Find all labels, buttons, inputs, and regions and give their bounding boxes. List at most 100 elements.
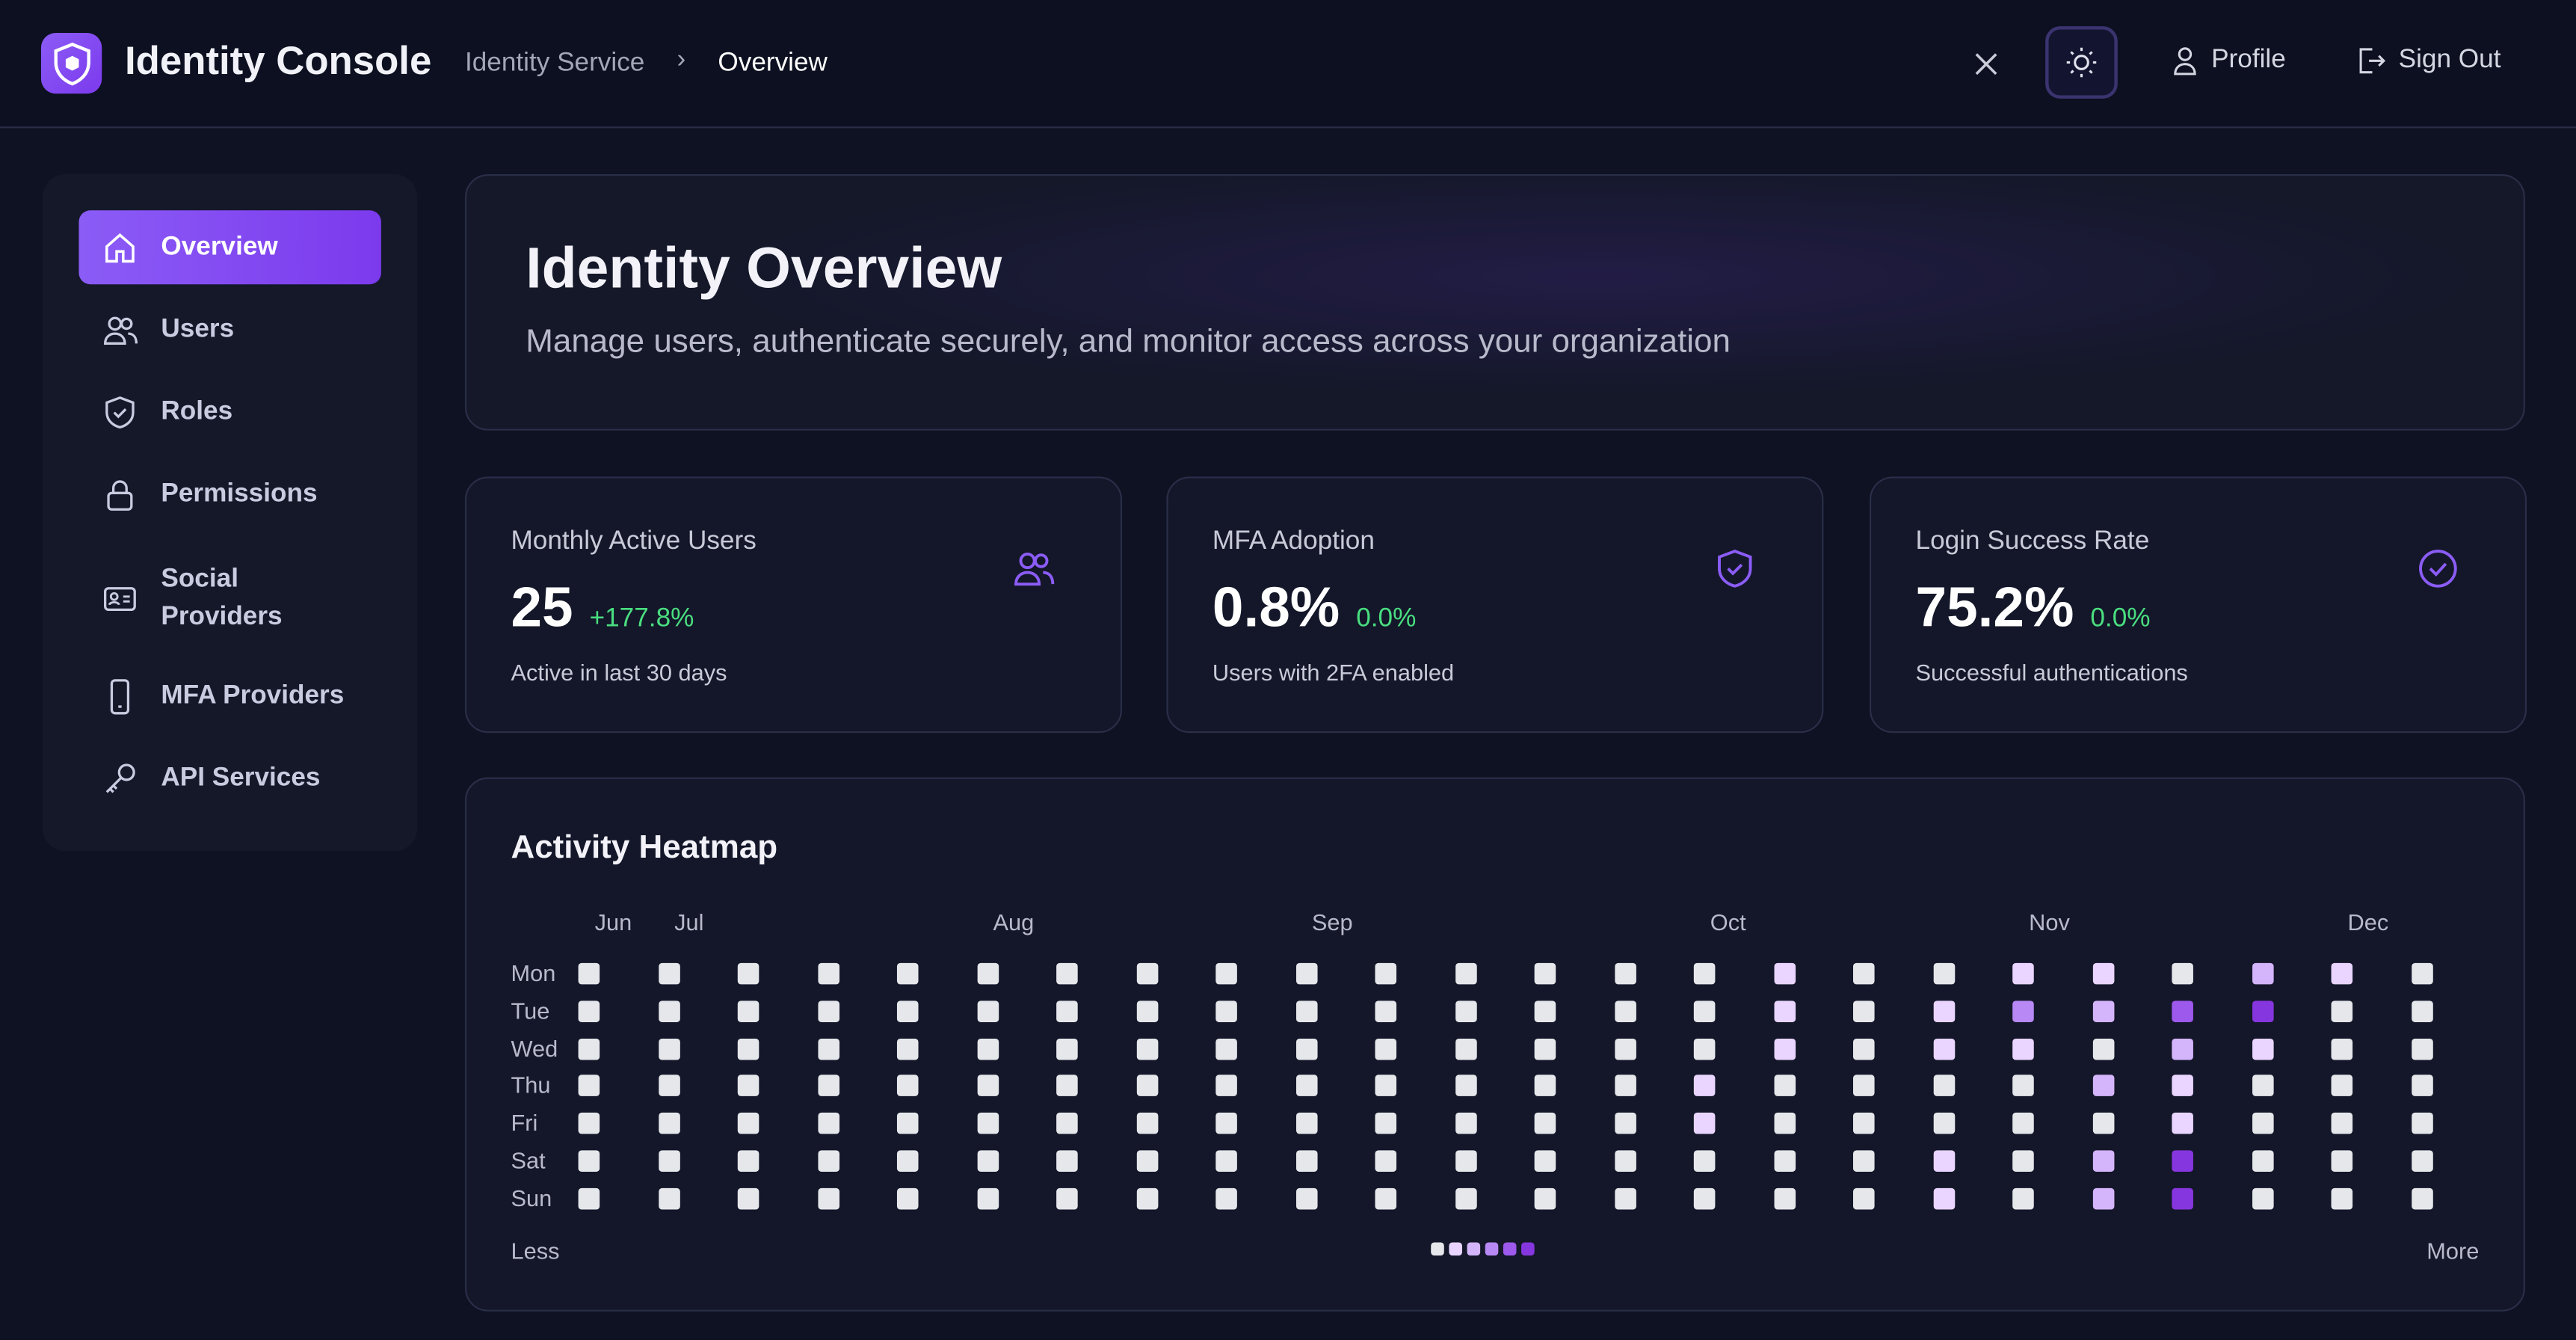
- heatmap-cell[interactable]: [2172, 1075, 2193, 1097]
- heatmap-cell[interactable]: [2172, 1150, 2193, 1172]
- heatmap-cell[interactable]: [737, 1150, 759, 1172]
- heatmap-cell[interactable]: [1614, 1038, 1636, 1060]
- heatmap-cell[interactable]: [2172, 1113, 2193, 1134]
- heatmap-cell[interactable]: [1215, 1000, 1237, 1022]
- heatmap-cell[interactable]: [896, 1000, 919, 1022]
- heatmap-cell[interactable]: [1136, 1187, 1158, 1210]
- heatmap-cell[interactable]: [2251, 1150, 2273, 1172]
- heatmap-cell[interactable]: [1693, 1000, 1716, 1022]
- heatmap-cell[interactable]: [1295, 1038, 1317, 1060]
- heatmap-cell[interactable]: [1295, 1150, 1317, 1172]
- heatmap-cell[interactable]: [976, 1038, 999, 1060]
- heatmap-cell[interactable]: [2251, 1187, 2273, 1210]
- heatmap-cell[interactable]: [1455, 1038, 1476, 1060]
- heatmap-cell[interactable]: [2411, 962, 2432, 985]
- heatmap-cell[interactable]: [817, 1038, 839, 1060]
- heatmap-cell[interactable]: [2411, 1038, 2432, 1060]
- heatmap-cell[interactable]: [976, 1000, 999, 1022]
- heatmap-cell[interactable]: [1295, 1075, 1317, 1097]
- heatmap-cell[interactable]: [1853, 1000, 1875, 1022]
- heatmap-cell[interactable]: [737, 1187, 759, 1210]
- heatmap-cell[interactable]: [817, 962, 839, 985]
- heatmap-cell[interactable]: [2092, 1075, 2114, 1097]
- heatmap-cell[interactable]: [1056, 1187, 1078, 1210]
- heatmap-cell[interactable]: [1455, 1000, 1476, 1022]
- heatmap-cell[interactable]: [1534, 1150, 1556, 1172]
- heatmap-cell[interactable]: [1534, 1187, 1556, 1210]
- heatmap-cell[interactable]: [1136, 962, 1158, 985]
- heatmap-cell[interactable]: [1136, 1150, 1158, 1172]
- heatmap-cell[interactable]: [658, 962, 680, 985]
- heatmap-cell[interactable]: [976, 1113, 999, 1134]
- heatmap-cell[interactable]: [1773, 1000, 1795, 1022]
- heatmap-cell[interactable]: [1773, 1187, 1795, 1210]
- heatmap-cell[interactable]: [737, 1038, 759, 1060]
- heatmap-cell[interactable]: [1056, 962, 1078, 985]
- heatmap-cell[interactable]: [1056, 1113, 1078, 1134]
- heatmap-cell[interactable]: [658, 1038, 680, 1060]
- heatmap-cell[interactable]: [1136, 1075, 1158, 1097]
- heatmap-cell[interactable]: [2331, 1000, 2353, 1022]
- heatmap-cell[interactable]: [1853, 1075, 1875, 1097]
- heatmap-cell[interactable]: [1455, 1075, 1476, 1097]
- heatmap-cell[interactable]: [817, 1000, 839, 1022]
- heatmap-cell[interactable]: [817, 1150, 839, 1172]
- heatmap-cell[interactable]: [2331, 1187, 2353, 1210]
- heatmap-cell[interactable]: [1773, 1150, 1795, 1172]
- heatmap-cell[interactable]: [2172, 1038, 2193, 1060]
- heatmap-cell[interactable]: [1614, 1000, 1636, 1022]
- heatmap-cell[interactable]: [1773, 962, 1795, 985]
- heatmap-cell[interactable]: [2251, 962, 2273, 985]
- heatmap-cell[interactable]: [1693, 1113, 1716, 1134]
- heatmap-cell[interactable]: [896, 1187, 919, 1210]
- heatmap-cell[interactable]: [2331, 1075, 2353, 1097]
- heatmap-cell[interactable]: [1455, 1113, 1476, 1134]
- sidebar-item-overview[interactable]: Overview: [78, 210, 381, 285]
- heatmap-cell[interactable]: [976, 1150, 999, 1172]
- heatmap-cell[interactable]: [2331, 1150, 2353, 1172]
- heatmap-cell[interactable]: [896, 1075, 919, 1097]
- heatmap-cell[interactable]: [896, 1113, 919, 1134]
- heatmap-cell[interactable]: [2251, 1113, 2273, 1134]
- heatmap-cell[interactable]: [737, 1113, 759, 1134]
- heatmap-cell[interactable]: [2251, 1075, 2273, 1097]
- heatmap-cell[interactable]: [2411, 1000, 2432, 1022]
- heatmap-cell[interactable]: [2092, 962, 2114, 985]
- heatmap-cell[interactable]: [2012, 1000, 2034, 1022]
- heatmap-cell[interactable]: [578, 962, 600, 985]
- heatmap-cell[interactable]: [1136, 1000, 1158, 1022]
- heatmap-cell[interactable]: [2251, 1038, 2273, 1060]
- heatmap-cell[interactable]: [2092, 1038, 2114, 1060]
- heatmap-cell[interactable]: [1375, 1075, 1397, 1097]
- heatmap-cell[interactable]: [1215, 1038, 1237, 1060]
- sidebar-item-mfa-providers[interactable]: MFA Providers: [78, 679, 380, 715]
- heatmap-cell[interactable]: [817, 1113, 839, 1134]
- heatmap-cell[interactable]: [1136, 1113, 1158, 1134]
- heatmap-cell[interactable]: [1853, 1150, 1875, 1172]
- heatmap-cell[interactable]: [2092, 1113, 2114, 1134]
- heatmap-cell[interactable]: [1773, 1113, 1795, 1134]
- breadcrumb-identity-service[interactable]: Identity Service: [464, 49, 645, 78]
- heatmap-cell[interactable]: [2251, 1000, 2273, 1022]
- heatmap-cell[interactable]: [737, 962, 759, 985]
- heatmap-cell[interactable]: [1375, 1187, 1397, 1210]
- heatmap-cell[interactable]: [1614, 962, 1636, 985]
- heatmap-cell[interactable]: [2012, 962, 2034, 985]
- heatmap-cell[interactable]: [2172, 1187, 2193, 1210]
- heatmap-cell[interactable]: [1853, 962, 1875, 985]
- heatmap-cell[interactable]: [1534, 1113, 1556, 1134]
- heatmap-cell[interactable]: [1773, 1038, 1795, 1060]
- heatmap-cell[interactable]: [976, 1075, 999, 1097]
- heatmap-cell[interactable]: [1614, 1075, 1636, 1097]
- heatmap-cell[interactable]: [2012, 1038, 2034, 1060]
- heatmap-cell[interactable]: [1534, 962, 1556, 985]
- heatmap-cell[interactable]: [2411, 1075, 2432, 1097]
- heatmap-cell[interactable]: [658, 1075, 680, 1097]
- heatmap-cell[interactable]: [1932, 1075, 1955, 1097]
- heatmap-cell[interactable]: [1853, 1038, 1875, 1060]
- heatmap-cell[interactable]: [1932, 1000, 1955, 1022]
- heatmap-cell[interactable]: [1295, 962, 1317, 985]
- heatmap-cell[interactable]: [578, 1075, 600, 1097]
- close-button[interactable]: [1968, 46, 2004, 82]
- sidebar-item-users[interactable]: Users: [78, 313, 380, 348]
